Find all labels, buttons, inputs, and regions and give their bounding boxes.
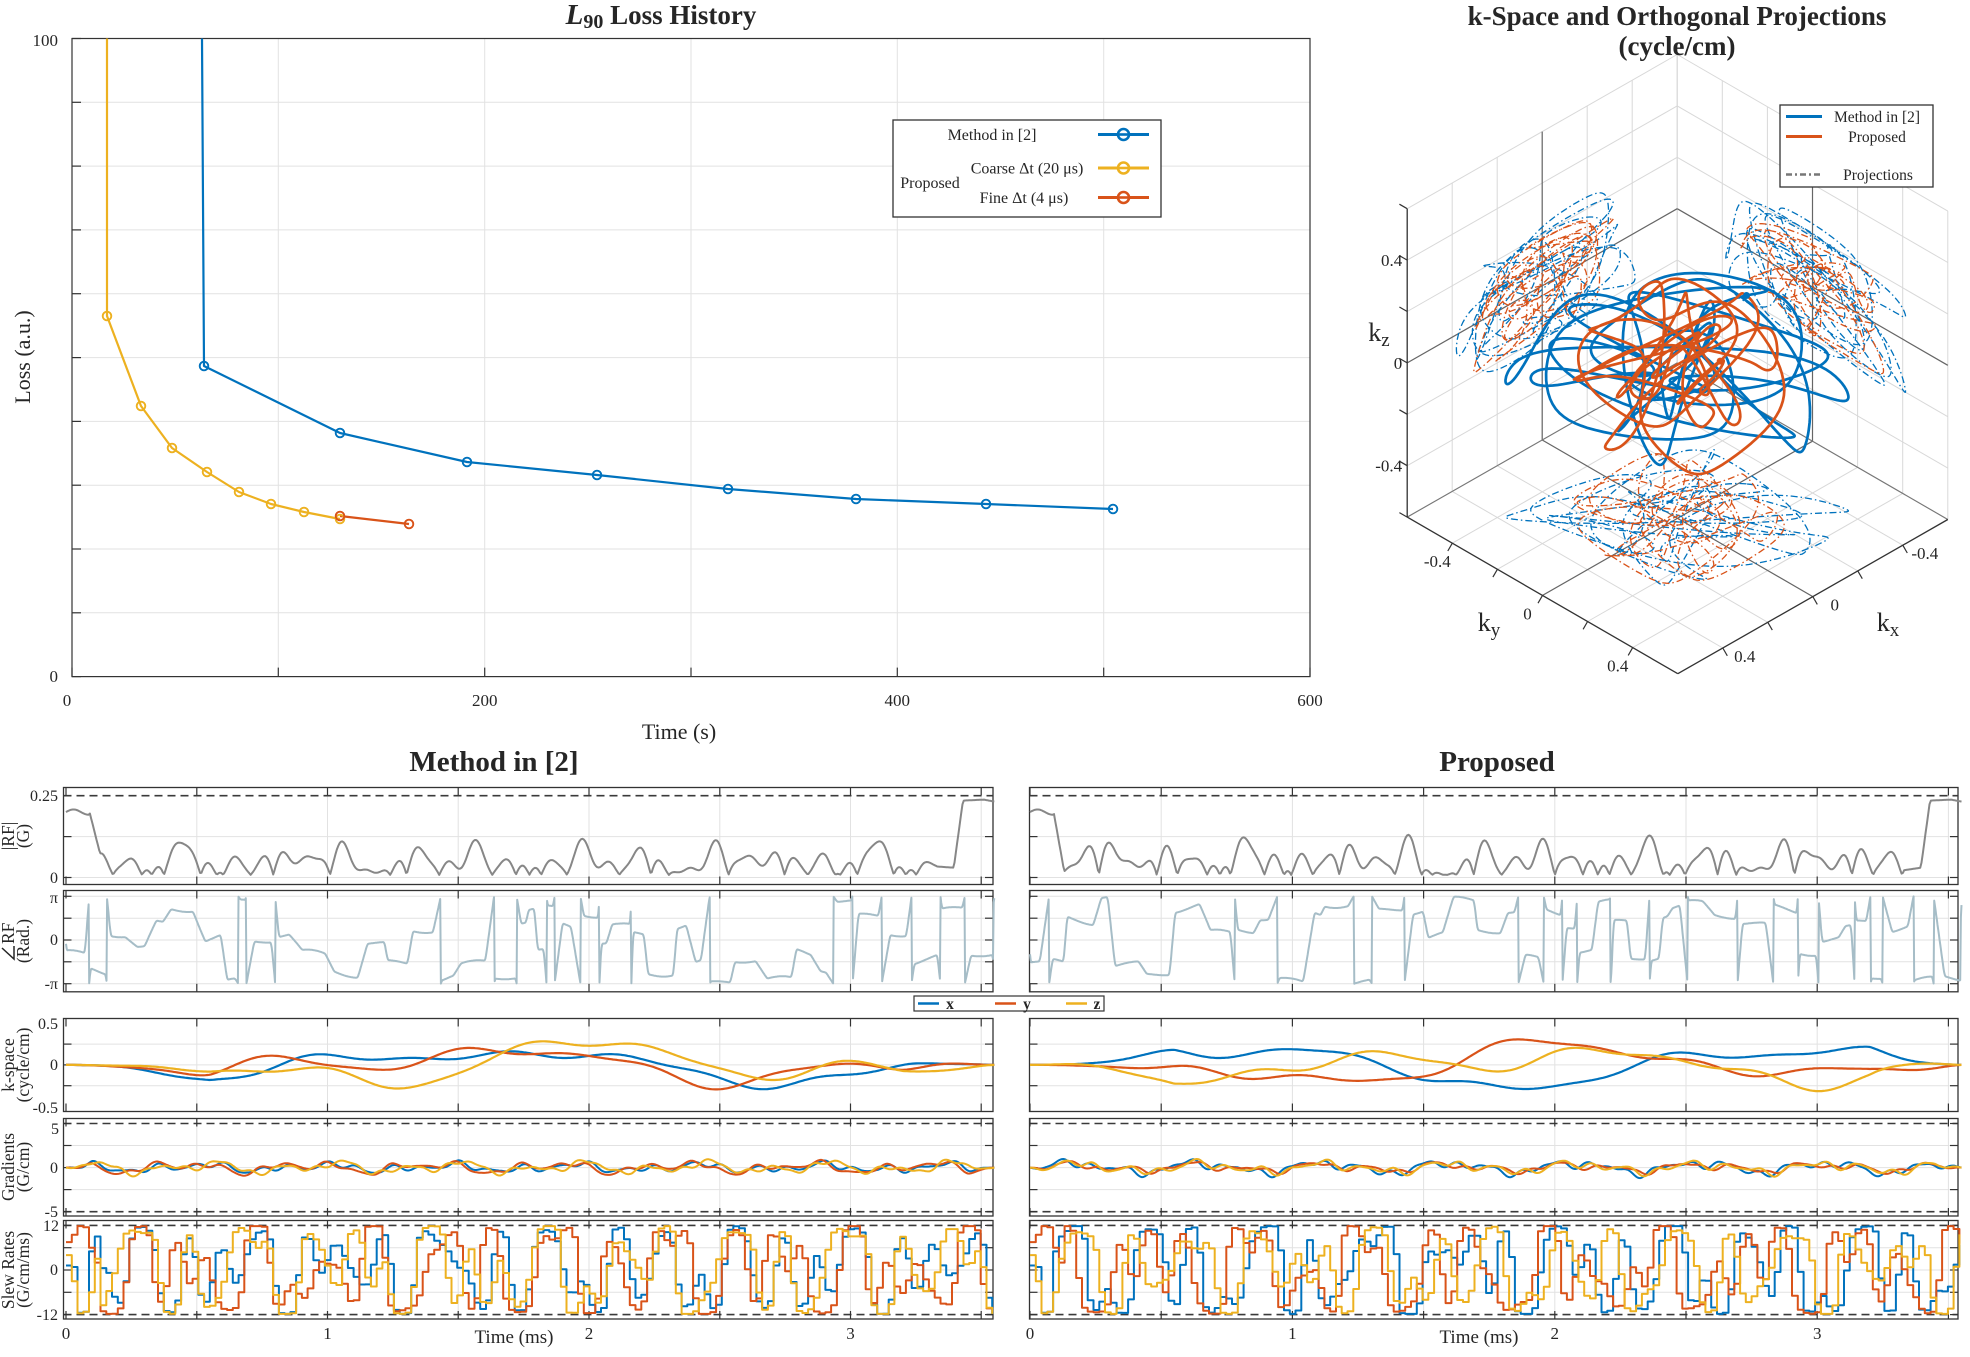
svg-text:(Rad.): (Rad.) xyxy=(13,919,33,963)
svg-text:1: 1 xyxy=(323,1324,332,1343)
svg-text:0: 0 xyxy=(50,1057,58,1074)
svg-text:Gradients: Gradients xyxy=(0,1133,18,1201)
svg-text:(cycle/cm): (cycle/cm) xyxy=(13,1027,33,1102)
svg-text:k-space: k-space xyxy=(0,1038,18,1092)
svg-text:0: 0 xyxy=(50,1262,58,1279)
svg-text:0.4: 0.4 xyxy=(1607,657,1629,676)
svg-text:400: 400 xyxy=(885,691,911,710)
svg-text:Proposed: Proposed xyxy=(1439,746,1554,778)
svg-text:RF: RF xyxy=(0,922,18,944)
svg-text:0: 0 xyxy=(1831,596,1840,615)
svg-text:2: 2 xyxy=(1551,1324,1560,1343)
svg-text:z: z xyxy=(1094,996,1101,1013)
svg-text:-0.4: -0.4 xyxy=(1424,552,1451,571)
svg-text:Proposed: Proposed xyxy=(900,175,960,192)
svg-text:-0.5: -0.5 xyxy=(33,1100,58,1117)
svg-text:0.4: 0.4 xyxy=(1381,251,1403,270)
svg-text:kz: kz xyxy=(1368,318,1389,351)
svg-text:y: y xyxy=(1023,996,1031,1013)
svg-text:-12: -12 xyxy=(37,1307,58,1324)
svg-text:(G): (G) xyxy=(13,824,33,848)
svg-text:Fine Δt (4 μs): Fine Δt (4 μs) xyxy=(980,190,1069,207)
svg-text:3: 3 xyxy=(1813,1324,1822,1343)
svg-text:0: 0 xyxy=(50,870,58,887)
svg-text:(cycle/cm): (cycle/cm) xyxy=(1619,31,1736,61)
svg-text:0.25: 0.25 xyxy=(30,788,58,805)
svg-text:Projections: Projections xyxy=(1843,167,1913,184)
svg-text:π: π xyxy=(50,890,58,907)
svg-text:Method in [2]: Method in [2] xyxy=(948,127,1037,144)
svg-text:0: 0 xyxy=(62,1324,71,1343)
svg-text:600: 600 xyxy=(1297,691,1323,710)
svg-text:0: 0 xyxy=(1026,1324,1035,1343)
svg-text:-0.4: -0.4 xyxy=(1911,544,1938,563)
svg-text:2: 2 xyxy=(585,1324,594,1343)
svg-text:L90 Loss History: L90 Loss History xyxy=(565,0,757,33)
svg-text:Method in [2]: Method in [2] xyxy=(409,746,578,778)
svg-text:3: 3 xyxy=(846,1324,855,1343)
svg-text:5: 5 xyxy=(51,1121,59,1138)
svg-text:(G/cm/ms): (G/cm/ms) xyxy=(13,1232,33,1308)
svg-text:100: 100 xyxy=(33,31,59,50)
svg-text:Coarse Δt (20 μs): Coarse Δt (20 μs) xyxy=(971,161,1084,178)
svg-text:Method in [2]: Method in [2] xyxy=(1834,109,1920,126)
svg-text:ky: ky xyxy=(1478,608,1501,641)
svg-text:Time (ms): Time (ms) xyxy=(1439,1327,1518,1348)
svg-text:0: 0 xyxy=(1394,354,1403,373)
svg-text:0: 0 xyxy=(1523,604,1532,623)
svg-text:-0.4: -0.4 xyxy=(1375,457,1402,476)
svg-text:-π: -π xyxy=(45,976,58,993)
svg-text:0: 0 xyxy=(50,667,59,686)
svg-text:0.5: 0.5 xyxy=(38,1016,58,1033)
svg-text:1: 1 xyxy=(1288,1324,1297,1343)
svg-text:Loss (a.u.): Loss (a.u.) xyxy=(10,310,35,403)
svg-text:Proposed: Proposed xyxy=(1848,129,1906,146)
svg-text:Time (s): Time (s) xyxy=(642,719,716,744)
svg-text:|RF|: |RF| xyxy=(0,822,18,850)
svg-text:x: x xyxy=(946,996,954,1013)
svg-text:k-Space and Orthogonal Project: k-Space and Orthogonal Projections xyxy=(1468,1,1887,31)
svg-text:12: 12 xyxy=(43,1218,59,1235)
svg-text:200: 200 xyxy=(472,691,498,710)
svg-text:kx: kx xyxy=(1877,608,1900,641)
svg-text:Slew Rates: Slew Rates xyxy=(0,1231,18,1309)
svg-text:Time (ms): Time (ms) xyxy=(474,1327,553,1348)
svg-text:0.4: 0.4 xyxy=(1734,647,1756,666)
svg-text:-5: -5 xyxy=(45,1204,58,1221)
svg-text:(G/cm): (G/cm) xyxy=(13,1142,33,1193)
svg-text:0: 0 xyxy=(50,1160,58,1177)
svg-text:0: 0 xyxy=(63,691,72,710)
svg-text:0: 0 xyxy=(50,932,58,949)
